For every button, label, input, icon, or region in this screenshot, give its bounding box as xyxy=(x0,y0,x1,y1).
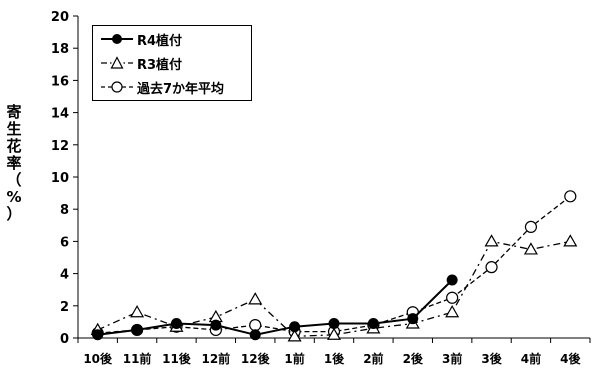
legend-label: R4植付 xyxy=(137,33,183,49)
data-point xyxy=(524,220,538,234)
data-point xyxy=(563,234,578,247)
x-tick-label: 3後 xyxy=(481,351,502,366)
legend-label: 過去7か年平均 xyxy=(137,81,225,97)
y-axis-label-char: 生 xyxy=(6,120,22,138)
y-tick-label: 16 xyxy=(51,74,69,89)
y-tick-label: 4 xyxy=(60,268,69,283)
y-axis-label-char: % xyxy=(6,188,22,206)
data-point xyxy=(287,329,302,342)
data-point xyxy=(249,319,262,332)
data-point xyxy=(485,261,498,274)
y-axis-label-char: 寄 xyxy=(6,103,22,121)
data-point xyxy=(523,242,538,255)
data-point xyxy=(328,318,340,330)
data-point xyxy=(249,329,261,341)
legend-item-r4: R4植付 xyxy=(99,28,182,50)
x-tick-label: 12後 xyxy=(241,351,271,366)
data-point xyxy=(130,305,145,318)
data-point xyxy=(407,313,419,325)
series-line xyxy=(97,195,571,334)
y-tick-label: 14 xyxy=(51,107,69,122)
x-tick-label: 10後 xyxy=(83,351,113,366)
series-line xyxy=(97,279,453,336)
data-point xyxy=(289,321,301,333)
y-tick-label: 0 xyxy=(60,332,69,347)
data-point xyxy=(484,234,499,247)
x-tick-label: 11前 xyxy=(123,351,152,366)
legend-swatch-r4 xyxy=(101,34,133,44)
y-tick-label: 18 xyxy=(51,42,69,57)
legend-item-avg: 過去7か年平均 xyxy=(99,76,224,98)
x-tick-label: 1後 xyxy=(324,351,345,366)
x-tick-label: 4前 xyxy=(521,351,541,366)
y-axis-label: 寄生花率（%） xyxy=(4,104,24,223)
data-point xyxy=(564,190,577,203)
data-point xyxy=(326,327,342,340)
y-tick-label: 6 xyxy=(60,235,69,250)
y-tick-label: 2 xyxy=(60,300,69,315)
x-tick-label: 2前 xyxy=(363,351,383,366)
data-point xyxy=(92,329,104,341)
x-tick-label: 11後 xyxy=(162,351,192,366)
x-tick-label: 2後 xyxy=(403,351,424,366)
y-tick-label: 8 xyxy=(60,203,69,218)
x-tick-label: 3前 xyxy=(442,351,462,366)
legend-item-r3: R3植付 xyxy=(99,52,182,74)
data-point xyxy=(446,274,458,286)
y-tick-label: 10 xyxy=(51,171,69,186)
y-tick-label: 12 xyxy=(51,139,69,154)
x-tick-label: 1前 xyxy=(284,351,304,366)
data-point xyxy=(210,319,222,331)
legend-swatch-r3 xyxy=(101,56,133,69)
data-point xyxy=(367,318,379,330)
x-tick-label: 4後 xyxy=(560,351,581,366)
data-point xyxy=(131,324,143,336)
y-axis-label-char: 花 xyxy=(6,137,22,155)
data-point xyxy=(445,305,460,318)
y-axis-label-char: 率 xyxy=(6,154,22,172)
data-point xyxy=(170,318,182,330)
y-axis-label-char: ） xyxy=(6,205,22,223)
y-tick-label: 20 xyxy=(51,10,69,25)
legend-swatch-avg xyxy=(101,81,133,93)
legend: R4植付 R3植付 過去7か年平均 xyxy=(92,25,252,101)
data-point xyxy=(248,292,263,305)
x-tick-label: 12前 xyxy=(201,351,230,366)
legend-label: R3植付 xyxy=(137,57,183,73)
y-axis-label-char: （ xyxy=(6,171,22,189)
data-point xyxy=(446,291,459,304)
